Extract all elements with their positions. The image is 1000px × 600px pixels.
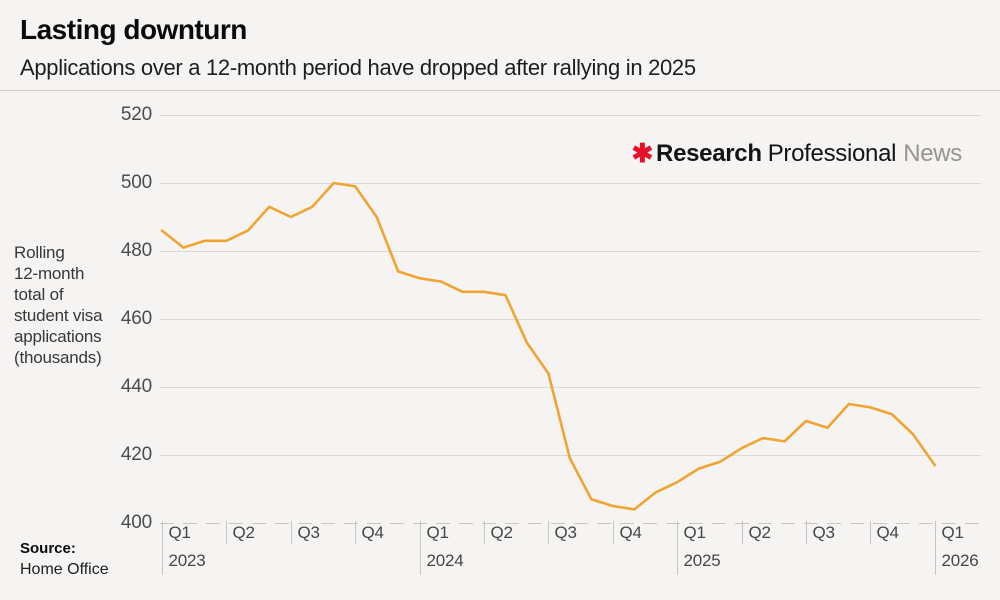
source-value: Home Office xyxy=(20,561,109,578)
y-axis-title-line: total of xyxy=(14,285,64,304)
y-axis-title: Rolling 12-month total of student visa a… xyxy=(14,242,144,368)
y-axis-title-line: 12-month xyxy=(14,264,85,283)
y-axis-title-line: Rolling xyxy=(14,243,65,262)
header-divider xyxy=(0,90,1000,91)
y-axis-title-line: (thousands) xyxy=(14,348,102,367)
logo-word-professional: Professional xyxy=(767,140,897,167)
y-axis-title-line: student visa xyxy=(14,306,103,325)
asterisk-icon: ✱ xyxy=(631,138,654,168)
series-line-visa-applications xyxy=(160,181,937,511)
y-axis-title-line: applications xyxy=(14,327,102,346)
research-professional-news-logo: ✱ Research Professional News xyxy=(631,137,963,168)
page-subtitle: Applications over a 12-month period have… xyxy=(20,55,696,80)
source-block: Source: Home Office xyxy=(20,540,109,579)
source-label: Source: xyxy=(20,540,76,557)
logo-word-research: Research xyxy=(656,140,762,167)
page-title: Lasting downturn xyxy=(20,14,247,45)
logo-word-news: News xyxy=(903,140,962,167)
